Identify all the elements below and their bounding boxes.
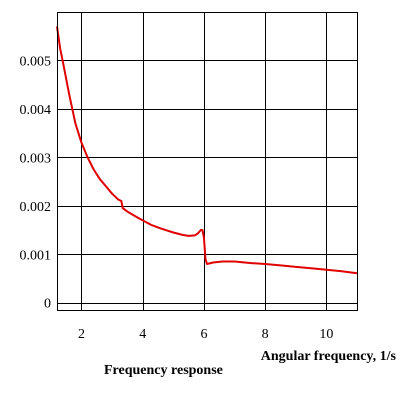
y-tick-label: 0.005 bbox=[20, 54, 52, 69]
x-tick-label: 8 bbox=[262, 327, 269, 342]
y-tick-labels: 0 0.001 0.002 0.003 0.004 0.005 bbox=[20, 54, 52, 311]
y-tick-label: 0.001 bbox=[20, 248, 52, 263]
y-tick-label: 0 bbox=[44, 297, 51, 312]
grid bbox=[57, 12, 357, 310]
series-line bbox=[56, 26, 358, 275]
x-tick-label: 2 bbox=[78, 327, 85, 342]
y-tick-label: 0.003 bbox=[20, 151, 52, 166]
plot-border bbox=[57, 12, 358, 311]
x-tick-labels: 2 4 6 8 10 bbox=[78, 327, 333, 342]
chart-title: Frequency response bbox=[104, 363, 223, 378]
y-tick-label: 0.002 bbox=[20, 200, 52, 215]
x-tick-label: 10 bbox=[319, 327, 333, 342]
plot-frame bbox=[57, 12, 358, 311]
series-lines bbox=[56, 26, 358, 275]
x-axis-title: Angular frequency, 1/s bbox=[261, 349, 397, 364]
y-tick-label: 0.004 bbox=[20, 103, 52, 118]
x-tick-label: 6 bbox=[200, 327, 207, 342]
x-tick-label: 4 bbox=[139, 327, 146, 342]
